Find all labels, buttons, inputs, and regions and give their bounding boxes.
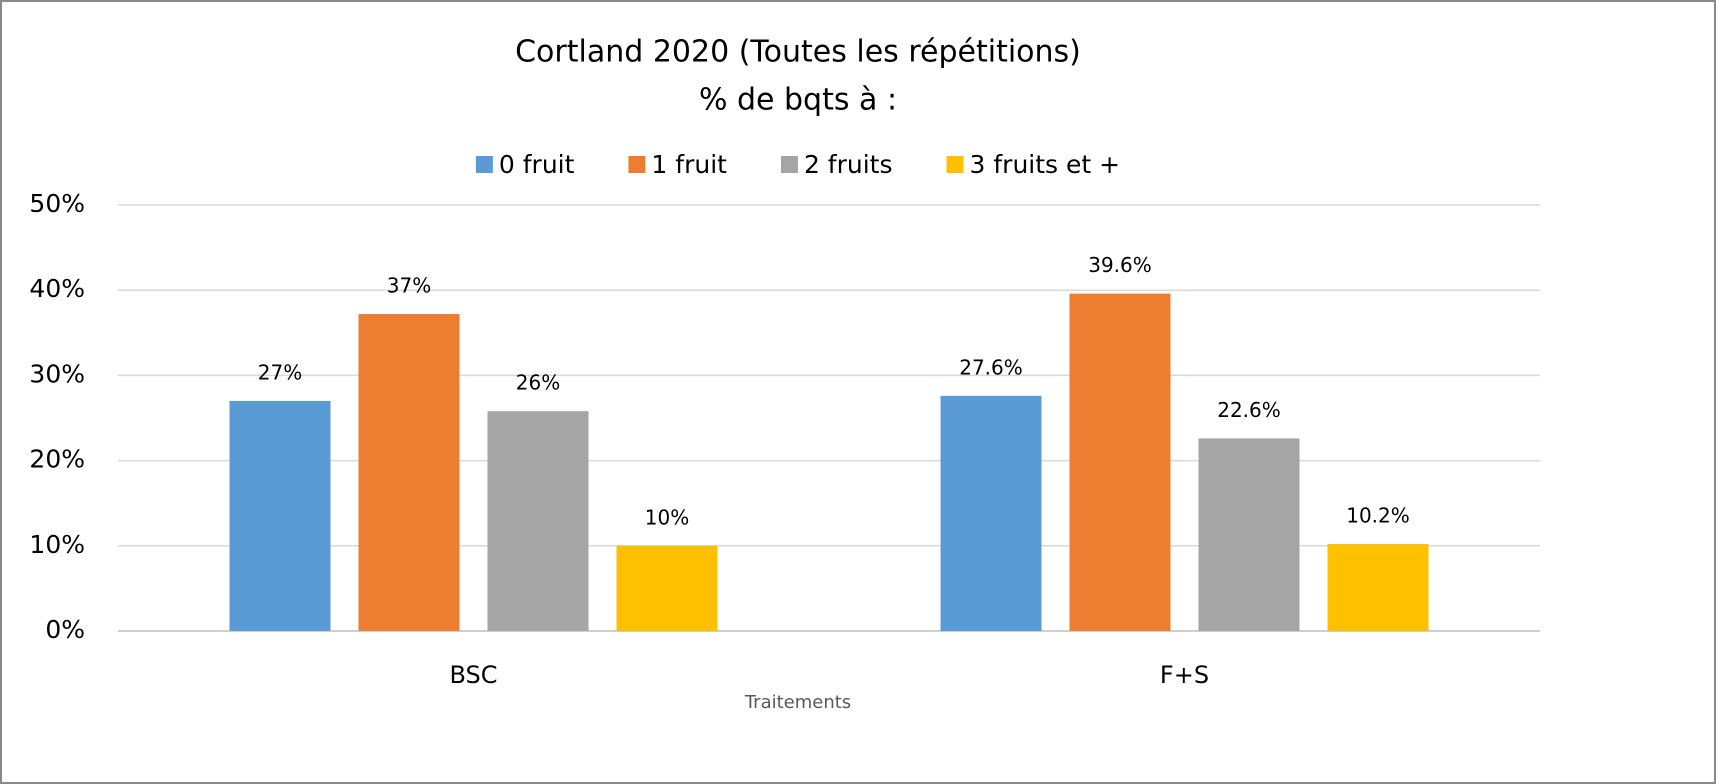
bar	[1198, 438, 1300, 631]
data-label: 10.2%	[1346, 504, 1410, 528]
x-tick-label: BSC	[449, 661, 497, 689]
y-tick-label: 20%	[29, 445, 85, 474]
data-label: 37%	[387, 274, 431, 298]
bar	[229, 400, 331, 631]
legend-label: 0 fruit	[499, 150, 575, 179]
data-label: 27%	[258, 360, 302, 384]
legend-label: 2 fruits	[804, 150, 893, 179]
bar	[1327, 544, 1429, 631]
y-tick-label: 50%	[29, 189, 85, 218]
legend-swatch	[780, 156, 798, 173]
legend-swatch	[628, 156, 646, 173]
bar	[940, 395, 1042, 631]
bar	[358, 314, 460, 631]
legend-label: 1 fruit	[651, 150, 727, 179]
legend-swatch	[475, 156, 493, 173]
legend-swatch	[946, 156, 964, 173]
bar	[616, 545, 718, 631]
x-axis-label: Traitements	[744, 692, 851, 713]
chart-title: Cortland 2020 (Toutes les répétitions)	[515, 35, 1081, 70]
y-tick-label: 40%	[29, 274, 85, 303]
y-tick-label: 30%	[29, 359, 85, 388]
legend-label: 3 fruits et +	[970, 150, 1121, 179]
chart-subtitle: % de bqts à :	[699, 83, 897, 118]
bar	[1069, 293, 1171, 631]
data-label: 27.6%	[959, 355, 1023, 379]
bar	[487, 411, 589, 631]
y-tick-label: 0%	[45, 615, 85, 644]
data-label: 22.6%	[1217, 398, 1281, 422]
data-label: 39.6%	[1088, 253, 1152, 277]
x-tick-label: F+S	[1160, 661, 1209, 689]
data-label: 26%	[516, 371, 560, 395]
y-tick-label: 10%	[29, 530, 85, 559]
data-label: 10%	[645, 505, 689, 529]
